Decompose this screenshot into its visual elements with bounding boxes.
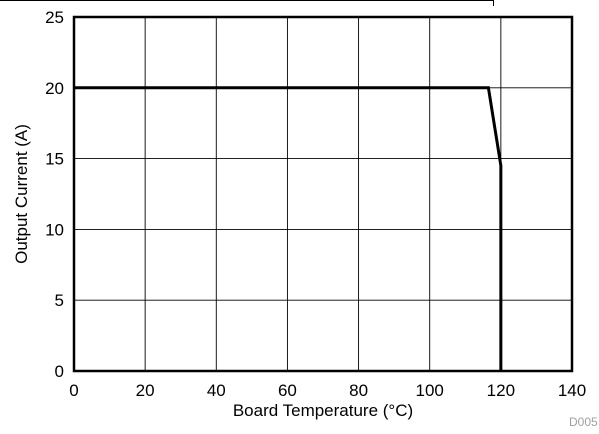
y-tick-label: 25 (45, 8, 64, 27)
y-axis-label: Output Current (A) (12, 124, 31, 264)
x-tick-label: 20 (136, 381, 155, 400)
y-tick-label: 0 (55, 362, 64, 381)
x-tick-label: 140 (558, 381, 586, 400)
y-tick-label: 15 (45, 150, 64, 169)
x-tick-labels: 0 20 40 60 80 100 120 140 (69, 381, 586, 400)
plot-frame (72, 15, 574, 373)
x-tick-label: 0 (69, 381, 78, 400)
x-axis-label: Board Temperature (°C) (233, 401, 413, 420)
x-tick-label: 60 (278, 381, 297, 400)
figure-code: D005 (569, 415, 598, 429)
x-tick-label: 120 (487, 381, 515, 400)
y-tick-labels: 0 5 10 15 20 25 (45, 8, 64, 381)
y-tick-label: 10 (45, 220, 64, 239)
series-layer (74, 86, 503, 371)
x-tick-label: 80 (349, 381, 368, 400)
series-line (74, 86, 503, 371)
y-tick-label: 5 (55, 291, 64, 310)
grid (74, 17, 572, 371)
x-tick-label: 100 (416, 381, 444, 400)
y-tick-label: 20 (45, 79, 64, 98)
x-tick-label: 40 (207, 381, 226, 400)
